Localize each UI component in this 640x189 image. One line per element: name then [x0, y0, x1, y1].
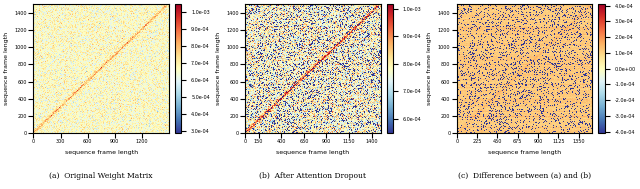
- Text: (b)  After Attention Dropout: (b) After Attention Dropout: [259, 172, 366, 180]
- Text: (c)  Difference between (a) and (b): (c) Difference between (a) and (b): [458, 172, 591, 180]
- X-axis label: sequence frame length: sequence frame length: [65, 150, 138, 155]
- X-axis label: sequence frame length: sequence frame length: [488, 150, 561, 155]
- Text: (a)  Original Weight Matrix: (a) Original Weight Matrix: [49, 172, 153, 180]
- Y-axis label: sequence frame length: sequence frame length: [4, 32, 9, 105]
- Y-axis label: sequence frame length: sequence frame length: [428, 32, 433, 105]
- Y-axis label: sequence frame length: sequence frame length: [216, 32, 221, 105]
- X-axis label: sequence frame length: sequence frame length: [276, 150, 349, 155]
